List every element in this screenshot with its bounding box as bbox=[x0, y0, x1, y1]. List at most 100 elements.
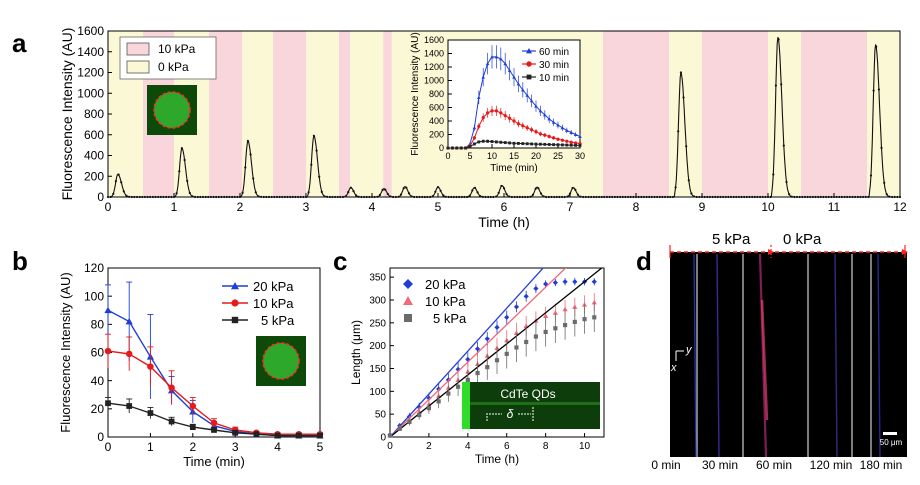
inset-point bbox=[516, 82, 521, 86]
fluorescence-point bbox=[545, 195, 548, 199]
pressure-band bbox=[603, 31, 669, 197]
fluorescence-point bbox=[825, 195, 828, 199]
fluorescence-point bbox=[669, 195, 672, 199]
fluorescence-point bbox=[893, 195, 896, 199]
fluorescence-point bbox=[270, 195, 273, 199]
fluorescence-point bbox=[231, 195, 234, 199]
inset-point bbox=[499, 140, 503, 144]
legend-label-10kpa: 10 kPa bbox=[158, 42, 196, 56]
legend-swatch-10kpa bbox=[126, 42, 150, 56]
pressure-band bbox=[241, 31, 273, 197]
y-tick-label: 400 bbox=[84, 149, 104, 163]
fluorescence-point bbox=[439, 189, 442, 192]
inset-point bbox=[529, 128, 534, 132]
fluorescence-point bbox=[795, 195, 799, 199]
inset-point bbox=[507, 116, 512, 120]
inset-point bbox=[481, 116, 485, 120]
y-tick-label: 600 bbox=[429, 103, 444, 113]
inset-point bbox=[485, 111, 490, 115]
fluorescence-point bbox=[595, 195, 598, 199]
fluorescence-point bbox=[743, 195, 746, 199]
pressure-band bbox=[669, 31, 702, 197]
fluorescence-point bbox=[531, 193, 535, 196]
fluorescence-point bbox=[336, 195, 339, 199]
fluorescence-point bbox=[806, 195, 809, 199]
data-point bbox=[189, 424, 196, 431]
fluorescence-point bbox=[460, 195, 463, 199]
x-tick-label: 5 bbox=[317, 440, 324, 454]
fluorescence-point bbox=[761, 195, 764, 199]
inset-plot-area bbox=[448, 40, 580, 148]
inset-legend-marker bbox=[526, 74, 532, 80]
inset-point bbox=[512, 119, 516, 123]
fluorescence-point bbox=[125, 194, 128, 197]
fluorescence-point bbox=[479, 195, 482, 198]
fluorescence-point bbox=[165, 195, 168, 199]
fluorescence-point bbox=[304, 195, 308, 199]
data-point bbox=[436, 399, 441, 404]
inset-point bbox=[551, 120, 556, 124]
inset-point bbox=[507, 68, 512, 72]
fluorescence-point bbox=[283, 195, 286, 199]
fluorescence-point bbox=[835, 195, 838, 199]
y-tick-label: 1600 bbox=[424, 35, 444, 45]
fluorescence-point bbox=[320, 190, 323, 193]
fluorescence-point bbox=[875, 45, 878, 48]
y-tick-label: 1400 bbox=[424, 49, 444, 59]
legend-marker bbox=[404, 314, 412, 322]
fluorescence-point bbox=[154, 195, 157, 199]
fluorescence-point bbox=[254, 191, 257, 194]
legend-marker bbox=[231, 282, 239, 290]
data-point bbox=[504, 314, 510, 320]
fluorescence-point bbox=[587, 195, 590, 199]
fluorescence-point bbox=[194, 195, 197, 199]
microscopy-image bbox=[670, 252, 907, 457]
fluorescence-point bbox=[558, 195, 561, 199]
qd-inset-label: CdTe QDs bbox=[500, 387, 555, 401]
fluorescence-point bbox=[241, 191, 244, 194]
y-tick-label: 0 bbox=[439, 143, 444, 153]
pressure-band bbox=[350, 31, 384, 197]
inset-point bbox=[538, 142, 542, 146]
data-point bbox=[523, 293, 529, 299]
fluorescence-point bbox=[447, 195, 450, 199]
legend-label: 5 kPa bbox=[261, 313, 295, 328]
fluorescence-point bbox=[671, 195, 675, 199]
data-point bbox=[211, 427, 217, 433]
fluorescence-point bbox=[434, 190, 437, 193]
data-point bbox=[543, 313, 549, 319]
data-point bbox=[295, 432, 302, 439]
x-tick-label: 6 bbox=[504, 441, 510, 452]
fluorescence-point bbox=[220, 195, 223, 199]
fluorescence-point bbox=[339, 195, 342, 199]
plot-frame bbox=[389, 267, 605, 438]
data-point bbox=[552, 280, 558, 286]
fluorescence-point bbox=[584, 195, 587, 199]
y-tick-label: 1600 bbox=[77, 24, 104, 38]
fluorescence-point bbox=[431, 195, 434, 198]
time-label: 60 min bbox=[756, 458, 792, 472]
fluorescence-point bbox=[495, 195, 498, 198]
fluorescence-point bbox=[774, 84, 778, 87]
data-point bbox=[317, 432, 323, 439]
fluorescence-point bbox=[576, 193, 580, 196]
fluorescence-point bbox=[162, 195, 165, 199]
fluorescence-point bbox=[233, 195, 236, 199]
fluorescence-point bbox=[399, 193, 403, 196]
fluorescence-point bbox=[355, 194, 358, 197]
inset-point bbox=[468, 145, 472, 149]
fluorescence-point bbox=[624, 195, 627, 199]
fluorescence-point bbox=[732, 195, 735, 199]
y-tick-label: 120 bbox=[84, 261, 104, 275]
fluorescence-point bbox=[592, 195, 595, 199]
fluorescence-point bbox=[729, 195, 733, 199]
fluorescence-point bbox=[381, 188, 384, 191]
fluorescence-point bbox=[302, 195, 305, 199]
y-tick-label: 250 bbox=[369, 318, 386, 329]
fluorescence-point bbox=[613, 195, 617, 199]
cell-b-body bbox=[263, 343, 299, 379]
fluorescence-point bbox=[196, 195, 199, 199]
inset-legend-label: 60 min bbox=[539, 47, 569, 58]
